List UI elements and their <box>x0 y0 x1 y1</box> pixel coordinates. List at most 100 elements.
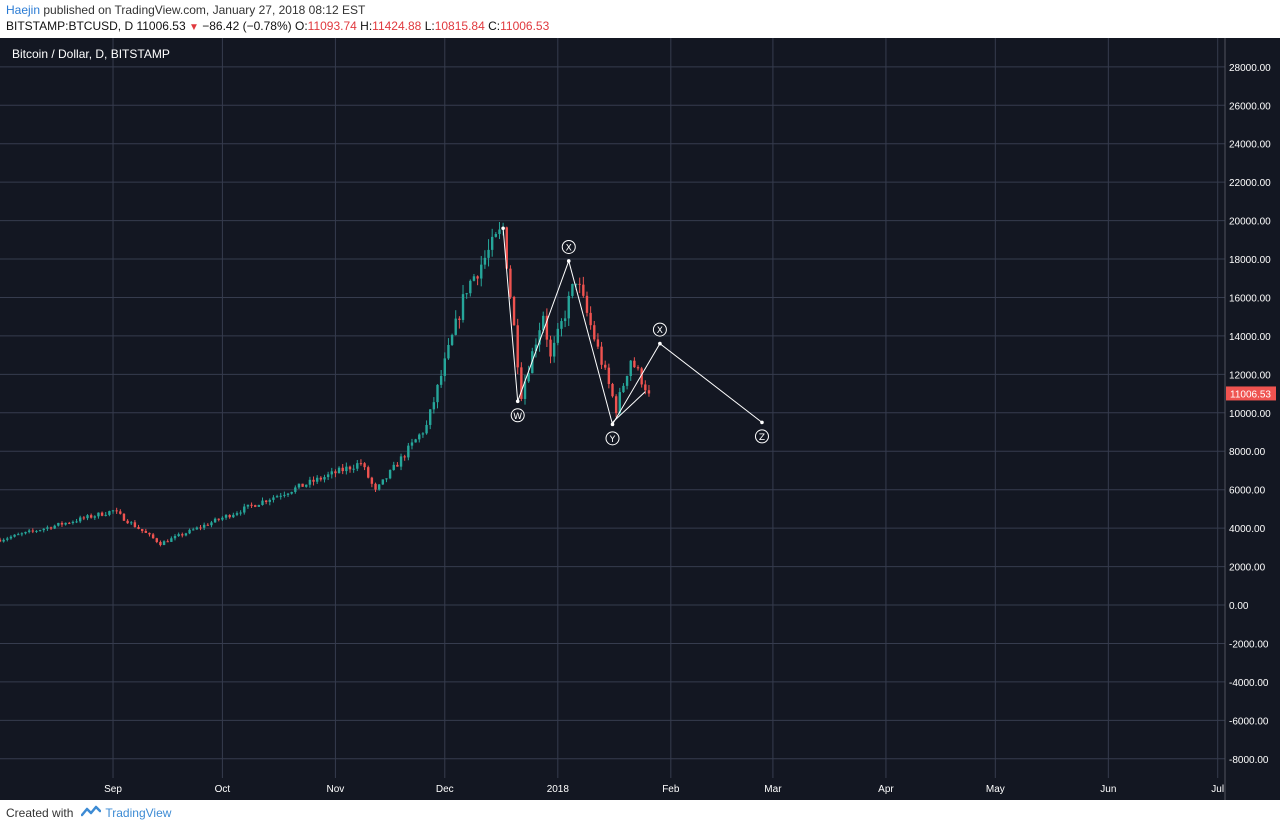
candle-body <box>159 541 162 546</box>
candle-body <box>104 514 107 516</box>
candle-body <box>377 484 381 490</box>
candle-body <box>509 268 512 297</box>
candle-body <box>111 510 115 512</box>
candle-body <box>589 312 592 326</box>
candle-body <box>64 522 67 525</box>
price-axis-tick-label: 2000.00 <box>1229 563 1266 574</box>
candle-body <box>27 530 31 532</box>
candle-body <box>352 468 355 470</box>
candle-body <box>97 512 100 517</box>
grid-lines <box>0 38 1226 800</box>
price-change: −86.42 (−0.78%) <box>202 19 292 33</box>
time-axis-tick-label: Oct <box>215 784 231 795</box>
price-chart[interactable]: W X Y X Z 28000.00 26000.00 24000.00 22000.00 20… <box>0 38 1280 800</box>
low-value: 10815.84 <box>434 19 485 33</box>
candle-body <box>348 466 352 470</box>
time-axis-tick-label: 2018 <box>547 784 570 795</box>
candle-body <box>6 538 9 540</box>
wave-label-circle <box>754 429 769 444</box>
tradingview-brand-link[interactable]: TradingView <box>105 805 172 820</box>
wave-label-text: Y <box>609 435 616 445</box>
candle-body <box>454 318 457 335</box>
candle-body <box>312 479 315 482</box>
candle-body <box>542 315 545 331</box>
candle-body <box>545 315 549 340</box>
candle-body <box>505 227 508 269</box>
candle-body <box>46 527 49 529</box>
candle-body <box>432 402 436 410</box>
high-label: H: <box>360 19 373 33</box>
candle-body <box>210 522 213 526</box>
candle-body <box>520 367 523 399</box>
elliott-wave-annotation: W X Y X Z <box>501 226 769 446</box>
candle-body <box>534 344 538 352</box>
time-axis-tick-label: Mar <box>764 784 782 795</box>
candle-body <box>556 328 560 343</box>
candle-body <box>414 439 417 443</box>
candle-body <box>283 494 286 496</box>
candle-body <box>38 530 42 532</box>
candle-body <box>272 497 275 500</box>
candle-body <box>68 522 71 524</box>
candle-body <box>392 464 395 470</box>
candle-body <box>403 456 406 458</box>
candle-body <box>326 474 330 478</box>
wave-path-line <box>502 228 763 426</box>
candle-body <box>330 471 333 475</box>
author-link[interactable]: Haejin <box>6 3 41 17</box>
candle-body <box>567 295 570 319</box>
candle-body <box>439 375 443 385</box>
candle-body <box>228 515 231 518</box>
candle-body <box>593 325 596 340</box>
open-label: O: <box>294 19 308 33</box>
candle-body <box>166 541 169 543</box>
candle-body <box>221 517 224 520</box>
candle-body <box>334 471 337 474</box>
candle-body <box>611 383 614 397</box>
candle-body <box>151 534 155 539</box>
candle-body <box>246 504 250 507</box>
candle-body <box>647 390 651 394</box>
candle-body <box>421 433 425 435</box>
low-label: L: <box>424 19 435 33</box>
price-axis-tick-label: 8000.00 <box>1229 447 1266 458</box>
candle-body <box>286 493 290 495</box>
candle-body <box>356 463 359 469</box>
time-axis-tick-label: Jun <box>1100 784 1116 795</box>
candle-body <box>315 477 319 482</box>
candle-body <box>640 368 643 385</box>
candle-body <box>319 477 323 480</box>
price-axis[interactable] <box>1225 38 1280 800</box>
candle-body <box>184 533 188 536</box>
candle-body <box>2 539 5 542</box>
candle-body <box>162 541 166 546</box>
candle-body <box>100 512 104 516</box>
chart-title: Bitcoin / Dollar, D, BITSTAMP <box>12 47 170 61</box>
candle-body <box>119 511 122 514</box>
candle-body <box>618 392 621 414</box>
candle-body <box>122 513 126 521</box>
candle-body <box>268 499 271 502</box>
candle-body <box>243 506 246 513</box>
price-axis-labels: 28000.00 26000.00 24000.00 22000.00 20000.00… <box>1229 63 1271 766</box>
candle-body <box>345 466 348 472</box>
candle-body <box>498 229 501 235</box>
price-axis-tick-label: 24000.00 <box>1229 140 1271 151</box>
time-axis-tick-label: May <box>986 784 1005 795</box>
candle-body <box>17 534 20 536</box>
candle-body <box>195 527 199 530</box>
candle-body <box>257 504 261 507</box>
candle-body <box>137 527 140 529</box>
plot-area[interactable] <box>0 38 1225 778</box>
candle-body <box>20 533 24 535</box>
candle-body <box>177 534 180 537</box>
close-value: 11006.53 <box>500 19 550 33</box>
wave-vertex-point <box>760 420 764 425</box>
candle-body <box>600 346 603 365</box>
time-axis[interactable] <box>0 778 1225 800</box>
quote-bar: BITSTAMP:BTCUSD, D 11006.53 ▼ −86.42 (−0… <box>6 19 549 35</box>
candle-body <box>140 528 144 531</box>
candle-body <box>476 276 479 279</box>
candle-body <box>399 456 403 467</box>
candle-body <box>82 517 86 519</box>
